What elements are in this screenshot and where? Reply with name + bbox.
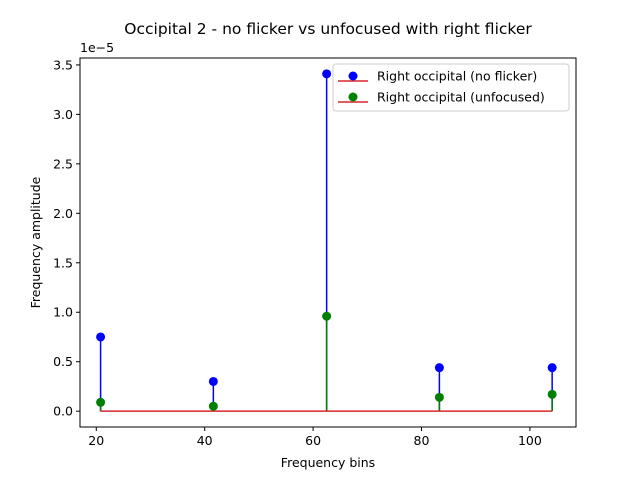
x-axis-label: Frequency bins [281,455,375,470]
y-tick-label: 0.5 [53,354,73,369]
y-tick-label: 2.5 [53,156,73,171]
y-tick-label: 1.5 [53,255,73,270]
y-axis-exponent-label: 1e−5 [80,40,114,55]
stem-marker-series-2 [547,389,557,399]
legend-marker-swatch [348,71,358,81]
y-axis-label: Frequency amplitude [28,176,43,308]
y-tick-label: 1.0 [53,305,73,320]
x-tick-label: 100 [518,433,542,448]
y-tick-label: 2.0 [53,206,73,221]
stem-marker-series-2 [434,392,444,402]
y-tick-label: 0.0 [53,404,73,419]
y-tick-label: 3.0 [53,107,73,122]
legend-entry-label: Right occipital (no flicker) [377,69,537,84]
legend-entry-label: Right occipital (unfocused) [377,90,545,105]
x-tick-label: 40 [197,433,213,448]
legend: Right occipital (no flicker) Right occipi… [332,63,570,112]
plot-area-frame [79,57,577,428]
x-tick-label: 60 [305,433,321,448]
x-tick-label: 80 [414,433,430,448]
stem-series [96,69,557,412]
stem-marker-series-1 [322,69,332,79]
legend-box [332,63,570,112]
stem-marker-series-1 [208,376,218,386]
chart-title: Occipital 2 - no flicker vs unfocused wi… [124,20,532,38]
y-tick-label: 3.5 [53,57,73,72]
stem-marker-series-1 [547,363,557,373]
stem-marker-series-2 [322,311,332,321]
stem-marker-series-1 [434,363,444,373]
stem-marker-series-2 [208,401,218,411]
legend-marker-swatch [348,92,358,102]
x-tick-label: 20 [88,433,104,448]
stem-marker-series-1 [96,332,106,342]
axis-ticks: 20 40 60 80 100 0.0 0.5 1.0 1.5 2.0 2.5 3.0 3.5 [53,57,542,448]
stem-marker-series-2 [96,397,106,407]
